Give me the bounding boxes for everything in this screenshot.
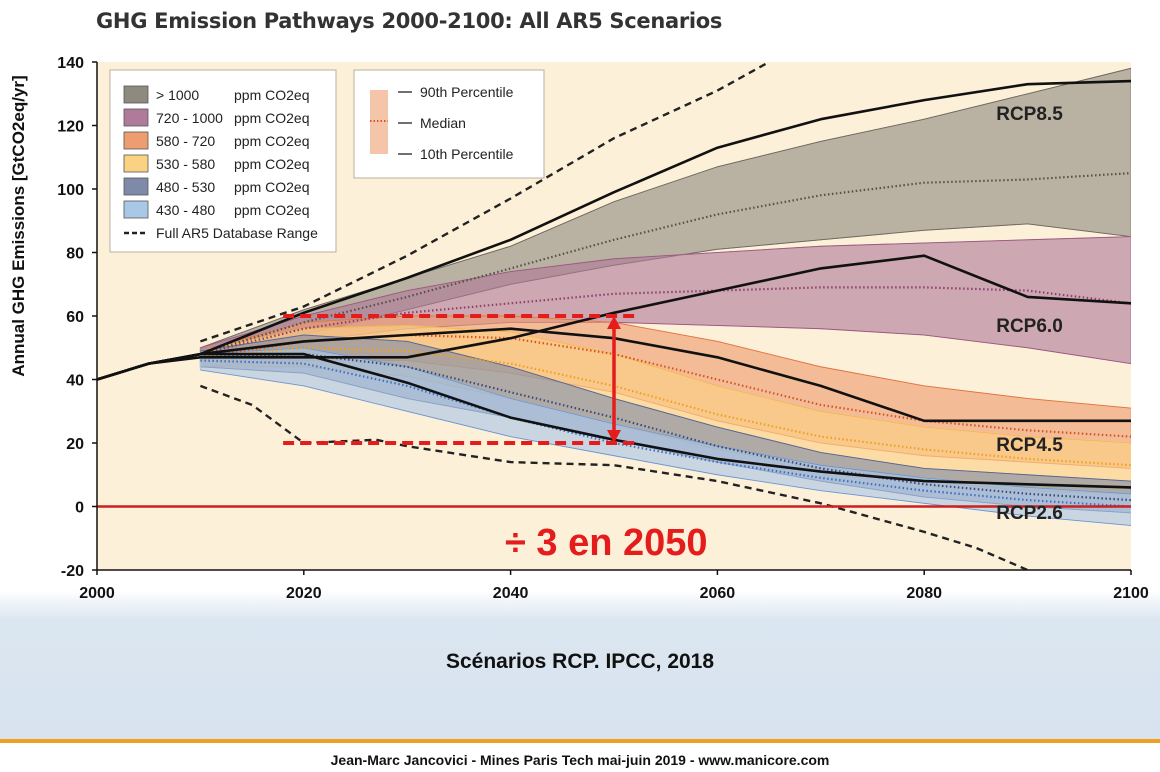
y-tick-label: 60 [66, 309, 84, 326]
database-range-lower [199, 384, 1029, 570]
rcp-line-rcp6-0 [96, 254, 1132, 381]
x-tick-label: 2000 [79, 585, 115, 602]
band-upper-3 [200, 325, 1131, 444]
concentration-legend: > 1000 ppm CO2eq 720 - 1000 ppm CO2eq 580 - … [109, 69, 337, 253]
annotation-arrowhead-up [607, 316, 621, 329]
legend-range: 580 - 720 [156, 133, 215, 149]
legend-label: Full AR5 Database Range [156, 225, 318, 241]
x-tick-label: 2060 [700, 585, 736, 602]
legend-unit: ppm CO2eq [234, 156, 309, 172]
annotation-text: ÷ 3 en 2050 [505, 522, 708, 564]
x-tick-label: 2100 [1113, 585, 1149, 602]
footer-credit: Jean-Marc Jancovici - Mines Paris Tech m… [330, 752, 830, 768]
rcp-label-rcp2-6: RCP2.6 [996, 503, 1063, 524]
y-axis-label: Annual GHG Emissions [GtCO2eq/yr] [9, 75, 28, 376]
rcp-pathways: RCP8.5 RCP6.0 RCP4.5 RCP2.6 [96, 79, 1132, 524]
legend-range: 480 - 530 [156, 179, 215, 195]
percentile-legend-swatch [370, 90, 388, 154]
annotation-group: ÷ 3 en 2050 [283, 314, 708, 564]
rcp-label-rcp4-5: RCP4.5 [996, 435, 1063, 456]
legend-swatch-1 [123, 108, 149, 127]
legend-swatch-0 [123, 85, 149, 104]
median-5 [200, 359, 1131, 508]
footer-band [0, 743, 1160, 772]
y-tick-label: -20 [61, 563, 84, 580]
chart-title: GHG Emission Pathways 2000-2100: All AR5… [96, 9, 723, 33]
legend-swatch-4 [123, 177, 149, 196]
percentile-legend: 90th Percentile Median 10th Percentile [353, 69, 545, 179]
percentile-legend-label: 10th Percentile [420, 146, 514, 162]
y-tick-label: 140 [57, 55, 84, 72]
emission-chart: RCP8.5 RCP6.0 RCP4.5 RCP2.6 ÷ 3 en 2050 -20… [9, 55, 1149, 602]
rcp-label-rcp6-0: RCP6.0 [996, 316, 1063, 337]
footer-accent-line [0, 739, 1160, 743]
slide-caption: Scénarios RCP. IPCC, 2018 [445, 650, 715, 673]
y-tick-label: 120 [57, 119, 84, 136]
legend-unit: ppm CO2eq [234, 202, 309, 218]
legend-swatch-2 [123, 131, 149, 150]
legend-range: > 1000 [156, 87, 199, 103]
band-upper-2 [200, 315, 1131, 409]
legend-unit: ppm CO2eq [234, 133, 309, 149]
annotation-arrowhead-down [607, 430, 621, 443]
legend-range: 530 - 580 [156, 156, 215, 172]
x-tick-label: 2020 [286, 585, 322, 602]
band-upper-1 [200, 236, 1131, 349]
legend-swatch-5 [123, 200, 149, 219]
legend-swatch-3 [123, 154, 149, 173]
rcp-line-rcp2-6 [96, 352, 1132, 489]
legend-range: 720 - 1000 [156, 110, 223, 126]
rcp-label-rcp8-5: RCP8.5 [996, 104, 1063, 125]
y-tick-label: 80 [66, 246, 84, 263]
band-upper-0 [200, 67, 1131, 349]
database-range-upper [200, 62, 770, 343]
legend-unit: ppm CO2eq [234, 179, 309, 195]
database-range [199, 62, 1029, 570]
median-1 [200, 286, 1131, 356]
y-tick-label: 100 [57, 182, 84, 199]
median-0 [200, 172, 1131, 356]
percentile-legend-label: 90th Percentile [420, 84, 514, 100]
y-tick-label: 40 [66, 373, 84, 390]
legend-unit: ppm CO2eq [234, 87, 309, 103]
percentile-legend-label: Median [420, 115, 466, 131]
x-tick-label: 2080 [906, 585, 942, 602]
x-tick-label: 2040 [493, 585, 529, 602]
band-lower-5 [200, 369, 1131, 526]
legend-unit: ppm CO2eq [234, 110, 309, 126]
y-tick-label: 0 [75, 500, 84, 517]
legend-range: 430 - 480 [156, 202, 215, 218]
scenario-bands [199, 67, 1131, 527]
y-tick-label: 20 [66, 436, 84, 453]
